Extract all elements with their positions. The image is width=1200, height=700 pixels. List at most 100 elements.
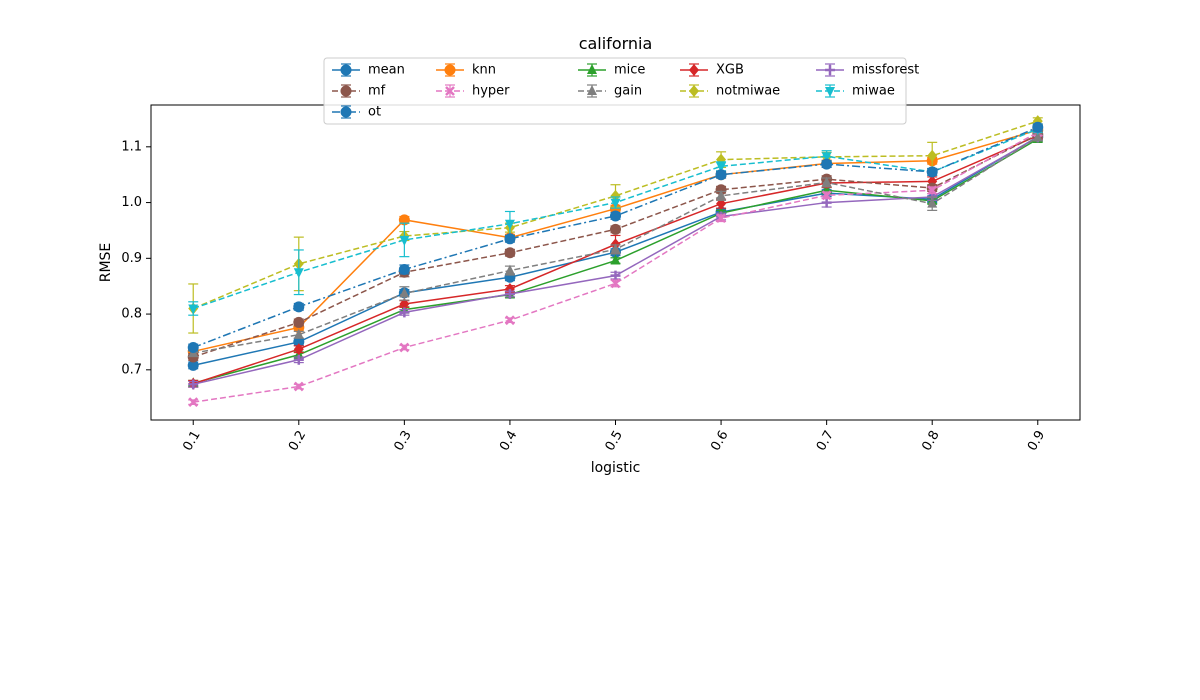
data-point (610, 278, 621, 289)
legend-item-missforest: missforest (816, 63, 919, 78)
data-point (293, 328, 304, 339)
legend: mean knn mice XGB missforest mf hyper gain notmi… (323, 57, 919, 125)
data-point (610, 254, 621, 265)
data-point (1032, 131, 1043, 142)
data-point (504, 282, 515, 295)
data-point (293, 343, 304, 356)
legend-label: XGB (716, 63, 744, 78)
y-tick-label: 1.1 (121, 139, 142, 154)
legend-label: ot (368, 105, 381, 120)
series-gain (188, 131, 1043, 358)
data-point (927, 197, 938, 208)
legend-label: notmiwae (716, 84, 780, 99)
legend-item-knn: knn (436, 63, 496, 78)
data-point (293, 316, 305, 328)
data-point (399, 342, 410, 353)
series-miwae (188, 124, 1043, 316)
data-point (821, 190, 832, 201)
data-point (399, 235, 410, 246)
data-point (504, 219, 515, 230)
data-point (610, 198, 621, 209)
x-tick-label: 0.7 (814, 428, 837, 453)
legend-marker (689, 85, 699, 97)
legend-marker (340, 106, 352, 118)
data-point (505, 315, 515, 326)
legend-marker (825, 65, 835, 75)
y-tick-label: 0.9 (121, 251, 142, 266)
data-point (399, 298, 410, 311)
x-tick-label: 0.5 (603, 428, 626, 453)
data-point (399, 287, 410, 298)
legend-label: knn (472, 63, 496, 78)
legend-marker (689, 64, 699, 76)
data-point (293, 354, 304, 365)
data-point (504, 233, 516, 245)
data-point (293, 301, 305, 313)
data-point (504, 264, 515, 275)
series-line (193, 131, 1039, 403)
series-ot (187, 121, 1044, 354)
legend-label: gain (614, 84, 642, 99)
data-point (188, 397, 199, 408)
data-point (398, 263, 410, 275)
data-point (716, 189, 727, 200)
chart-title: california (579, 34, 653, 53)
legend-label: missforest (852, 63, 919, 78)
data-point (821, 152, 832, 163)
legend-marker (340, 64, 352, 76)
data-point (188, 379, 199, 390)
legend-marker (444, 64, 456, 76)
legend-label: mice (614, 63, 645, 78)
plot-area: 0.1 0.2 0.3 0.4 0.5 0.6 0.7 0.8 0.9 0.7 0.8 0.9 1.0 1… (121, 104, 1081, 454)
data-point (927, 149, 938, 162)
x-tick-label: 0.8 (919, 428, 942, 453)
data-point (926, 166, 938, 178)
data-point (610, 210, 621, 222)
legend-item-XGB: XGB (680, 63, 744, 78)
x-tick-label: 0.4 (497, 428, 520, 453)
data-point (188, 304, 199, 315)
legend-item-gain: gain (578, 84, 642, 99)
data-point (504, 247, 516, 259)
legend-item-mean: mean (332, 63, 405, 78)
data-point (716, 162, 727, 173)
legend-item-mf: mf (332, 84, 386, 99)
data-point (610, 270, 621, 281)
data-point (610, 223, 621, 235)
legend-marker (445, 86, 455, 96)
data-point (821, 176, 832, 187)
legend-label: mf (368, 84, 386, 99)
x-tick-label: 0.9 (1025, 428, 1048, 453)
data-point (821, 158, 833, 170)
x-tick-label: 0.2 (286, 428, 309, 453)
x-tick-label: 0.3 (392, 428, 415, 453)
y-tick-label: 0.7 (121, 362, 142, 377)
data-point (610, 243, 621, 254)
data-point (927, 185, 938, 196)
x-tick-label: 0.1 (180, 428, 203, 453)
legend-item-mice: mice (578, 63, 645, 78)
data-point (1032, 121, 1044, 133)
y-tick-label: 1.0 (121, 195, 142, 210)
legend-item-miwae: miwae (816, 84, 895, 99)
data-point (716, 213, 726, 224)
legend-label: hyper (472, 84, 510, 99)
data-point (293, 268, 304, 279)
legend-marker (825, 87, 835, 97)
legend-marker (340, 85, 352, 97)
data-point (504, 289, 515, 299)
data-point (293, 381, 304, 392)
data-point (187, 342, 199, 354)
legend-item-notmiwae: notmiwae (680, 84, 780, 99)
legend-marker (587, 64, 597, 74)
legend-label: miwae (852, 84, 895, 99)
x-axis-label: logistic (591, 460, 641, 476)
y-tick-label: 0.8 (121, 307, 142, 322)
x-tick-label: 0.6 (708, 428, 731, 453)
data-point (715, 169, 727, 181)
legend-item-hyper: hyper (436, 84, 510, 99)
legend-frame (323, 57, 907, 125)
legend-item-ot: ot (332, 105, 381, 120)
legend-label: mean (368, 63, 405, 78)
